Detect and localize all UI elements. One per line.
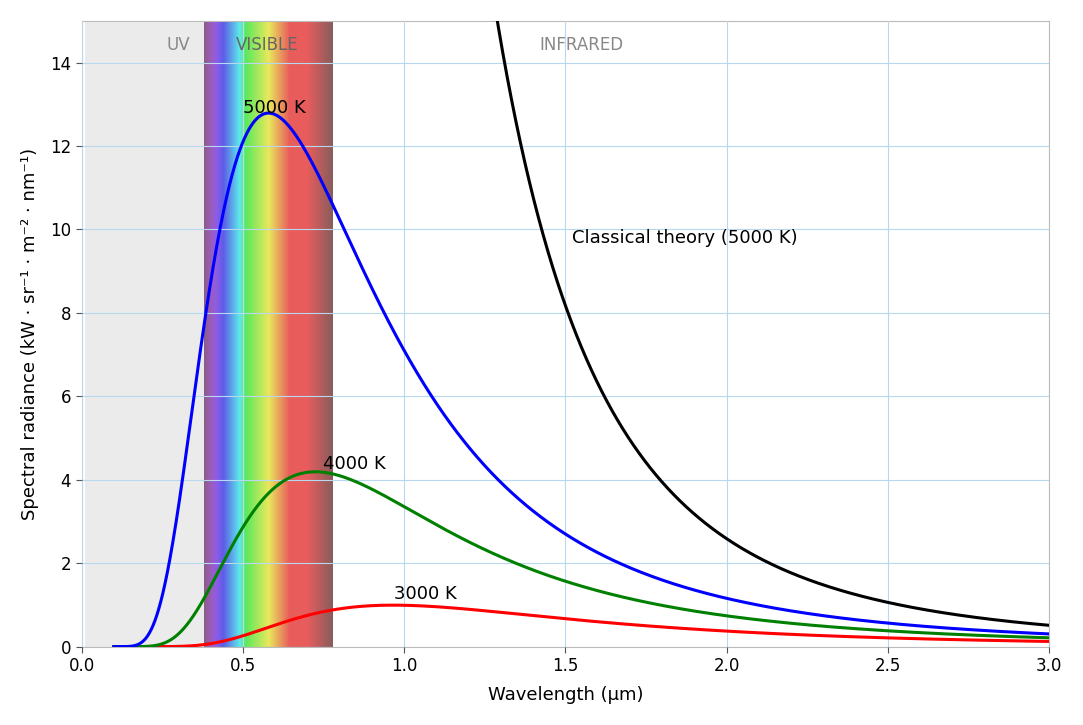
Text: 5000 K: 5000 K: [243, 99, 305, 117]
X-axis label: Wavelength (μm): Wavelength (μm): [487, 686, 643, 704]
Text: UV: UV: [167, 36, 191, 54]
Bar: [84, 21, 204, 647]
Y-axis label: Spectral radiance (kW · sr⁻¹ · m⁻² · nm⁻¹): Spectral radiance (kW · sr⁻¹ · m⁻² · nm⁻…: [21, 148, 39, 520]
Text: Classical theory (5000 K): Classical theory (5000 K): [572, 229, 797, 246]
Text: 3000 K: 3000 K: [394, 585, 457, 602]
Text: VISIBLE: VISIBLE: [236, 36, 298, 54]
Text: INFRARED: INFRARED: [539, 36, 624, 54]
Text: 4000 K: 4000 K: [324, 455, 387, 473]
